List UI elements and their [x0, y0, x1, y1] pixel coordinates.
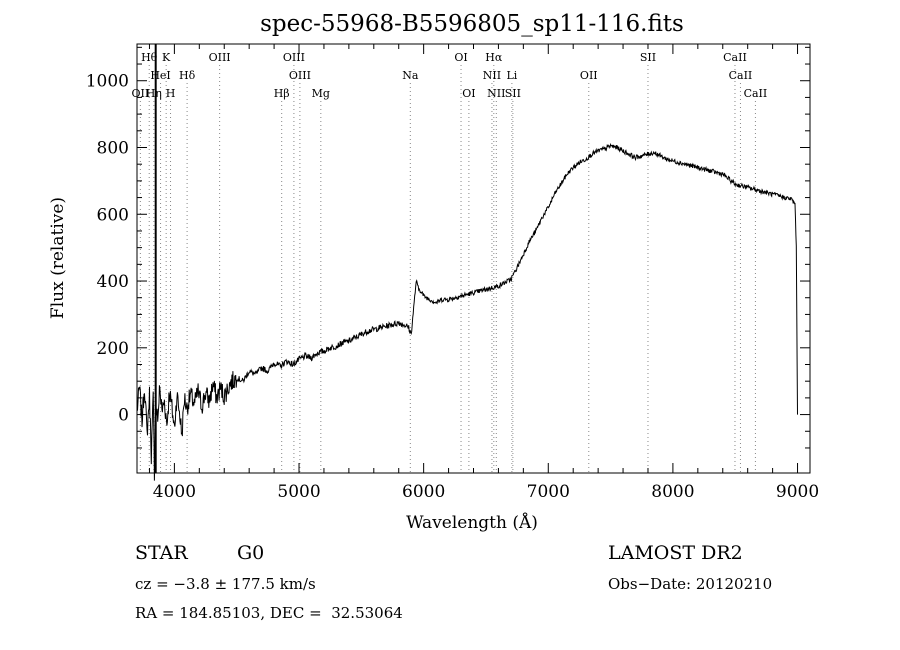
marker-label: HeI: [150, 69, 170, 82]
marker-label: NII: [487, 87, 505, 100]
y-tick-label: 600: [97, 205, 129, 225]
x-tick-label: 9000: [776, 482, 819, 502]
obs-date: Obs−Date: 20120210: [608, 575, 773, 593]
y-axis-ticks: 0 200 400 600 800 1000: [86, 46, 810, 449]
marker-label: Mg: [312, 87, 330, 100]
marker-label: SII: [505, 87, 521, 100]
plot-frame: [136, 43, 811, 474]
marker-label: OIII: [209, 51, 231, 64]
marker-label: H: [166, 87, 176, 100]
marker-label: CaII: [744, 87, 768, 100]
marker-label: Hβ: [274, 87, 290, 100]
x-tick-label: 5000: [277, 482, 320, 502]
survey-name: LAMOST DR2: [608, 542, 743, 564]
x-axis-label: Wavelength (Å): [406, 512, 538, 533]
marker-label: K: [162, 51, 171, 64]
object-class: STAR: [135, 542, 188, 564]
coordinates: RA = 184.85103, DEC = 32.53064: [135, 604, 403, 622]
marker-label: OIII: [289, 69, 311, 82]
marker-label: Li: [506, 69, 517, 82]
x-axis-ticks: 4000 5000 6000 7000 8000 9000: [148, 44, 819, 502]
y-tick-label: 200: [97, 339, 129, 359]
object-subclass: G0: [237, 542, 265, 564]
x-tick-label: 6000: [402, 482, 445, 502]
redshift-text: cz = −3.8 ± 177.5 km/s: [135, 575, 316, 593]
y-tick-label: 1000: [86, 72, 129, 92]
x-tick-label: 4000: [153, 482, 196, 502]
y-tick-label: 800: [97, 138, 129, 158]
y-tick-label: 0: [118, 406, 129, 426]
marker-label: Na: [402, 69, 419, 82]
chart-title: spec-55968-B5596805_sp11-116.fits: [260, 11, 684, 37]
y-tick-label: 400: [97, 272, 129, 292]
x-tick-label: 7000: [527, 482, 570, 502]
marker-label: Hδ: [179, 69, 196, 82]
marker-label: Hα: [485, 51, 503, 64]
x-tick-label: 8000: [651, 482, 694, 502]
marker-label: SII: [640, 51, 656, 64]
marker-label: OII: [132, 87, 150, 100]
marker-label: OI: [462, 87, 475, 100]
marker-label: Hθ: [141, 51, 158, 64]
marker-label: NII: [483, 69, 501, 82]
y-axis-label: Flux (relative): [48, 197, 68, 319]
spectrum-line: [136, 142, 798, 481]
line-markers: [139, 65, 756, 473]
marker-label: OIII: [283, 51, 305, 64]
marker-label: CaII: [723, 51, 747, 64]
marker-label: CaII: [729, 69, 753, 82]
marker-label: Hη: [146, 87, 162, 100]
marker-label: OI: [454, 51, 467, 64]
marker-label: OII: [580, 69, 598, 82]
